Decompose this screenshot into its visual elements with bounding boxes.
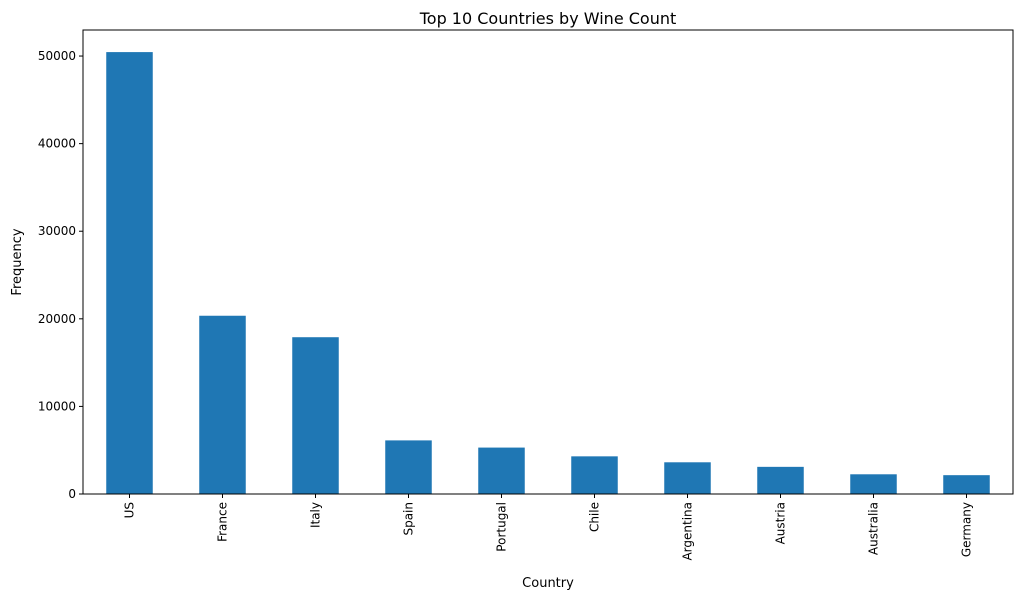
x-tick-label: US — [123, 502, 137, 518]
x-tick-label: France — [216, 502, 230, 542]
bar-france — [199, 315, 246, 494]
y-axis-label: Frequency — [10, 228, 25, 295]
x-tick-label: Austria — [774, 502, 788, 544]
x-tick-label: Chile — [588, 502, 602, 532]
x-axis-label: Country — [522, 576, 574, 591]
chart-title: Top 10 Countries by Wine Count — [419, 9, 677, 28]
x-tick-label: Spain — [402, 502, 416, 536]
y-tick-label: 0 — [68, 487, 76, 501]
x-tick-label: Portugal — [495, 502, 509, 552]
bar-us — [106, 52, 153, 494]
bars-group — [106, 52, 990, 494]
y-tick-label: 50000 — [38, 49, 76, 63]
bar-argentina — [664, 462, 711, 494]
bar-portugal — [478, 447, 525, 494]
x-tick-label: Italy — [309, 502, 323, 528]
x-tick-label: Germany — [960, 502, 974, 557]
y-tick-label: 10000 — [38, 399, 76, 413]
x-axis: US France Italy Spain Portugal Chile Argentina… — [123, 494, 974, 561]
bar-germany — [943, 475, 990, 494]
y-tick-label: 30000 — [38, 224, 76, 238]
bar-australia — [850, 474, 897, 494]
y-tick-label: 20000 — [38, 312, 76, 326]
bar-chile — [571, 456, 618, 494]
bar-italy — [292, 337, 339, 494]
bar-spain — [385, 440, 432, 494]
y-axis: 0 10000 20000 30000 40000 50000 — [38, 49, 83, 501]
x-tick-label: Argentina — [681, 502, 695, 561]
y-tick-label: 40000 — [38, 137, 76, 151]
bar-austria — [757, 466, 804, 494]
x-tick-label: Australia — [867, 502, 881, 555]
plot-frame — [82, 29, 1014, 495]
